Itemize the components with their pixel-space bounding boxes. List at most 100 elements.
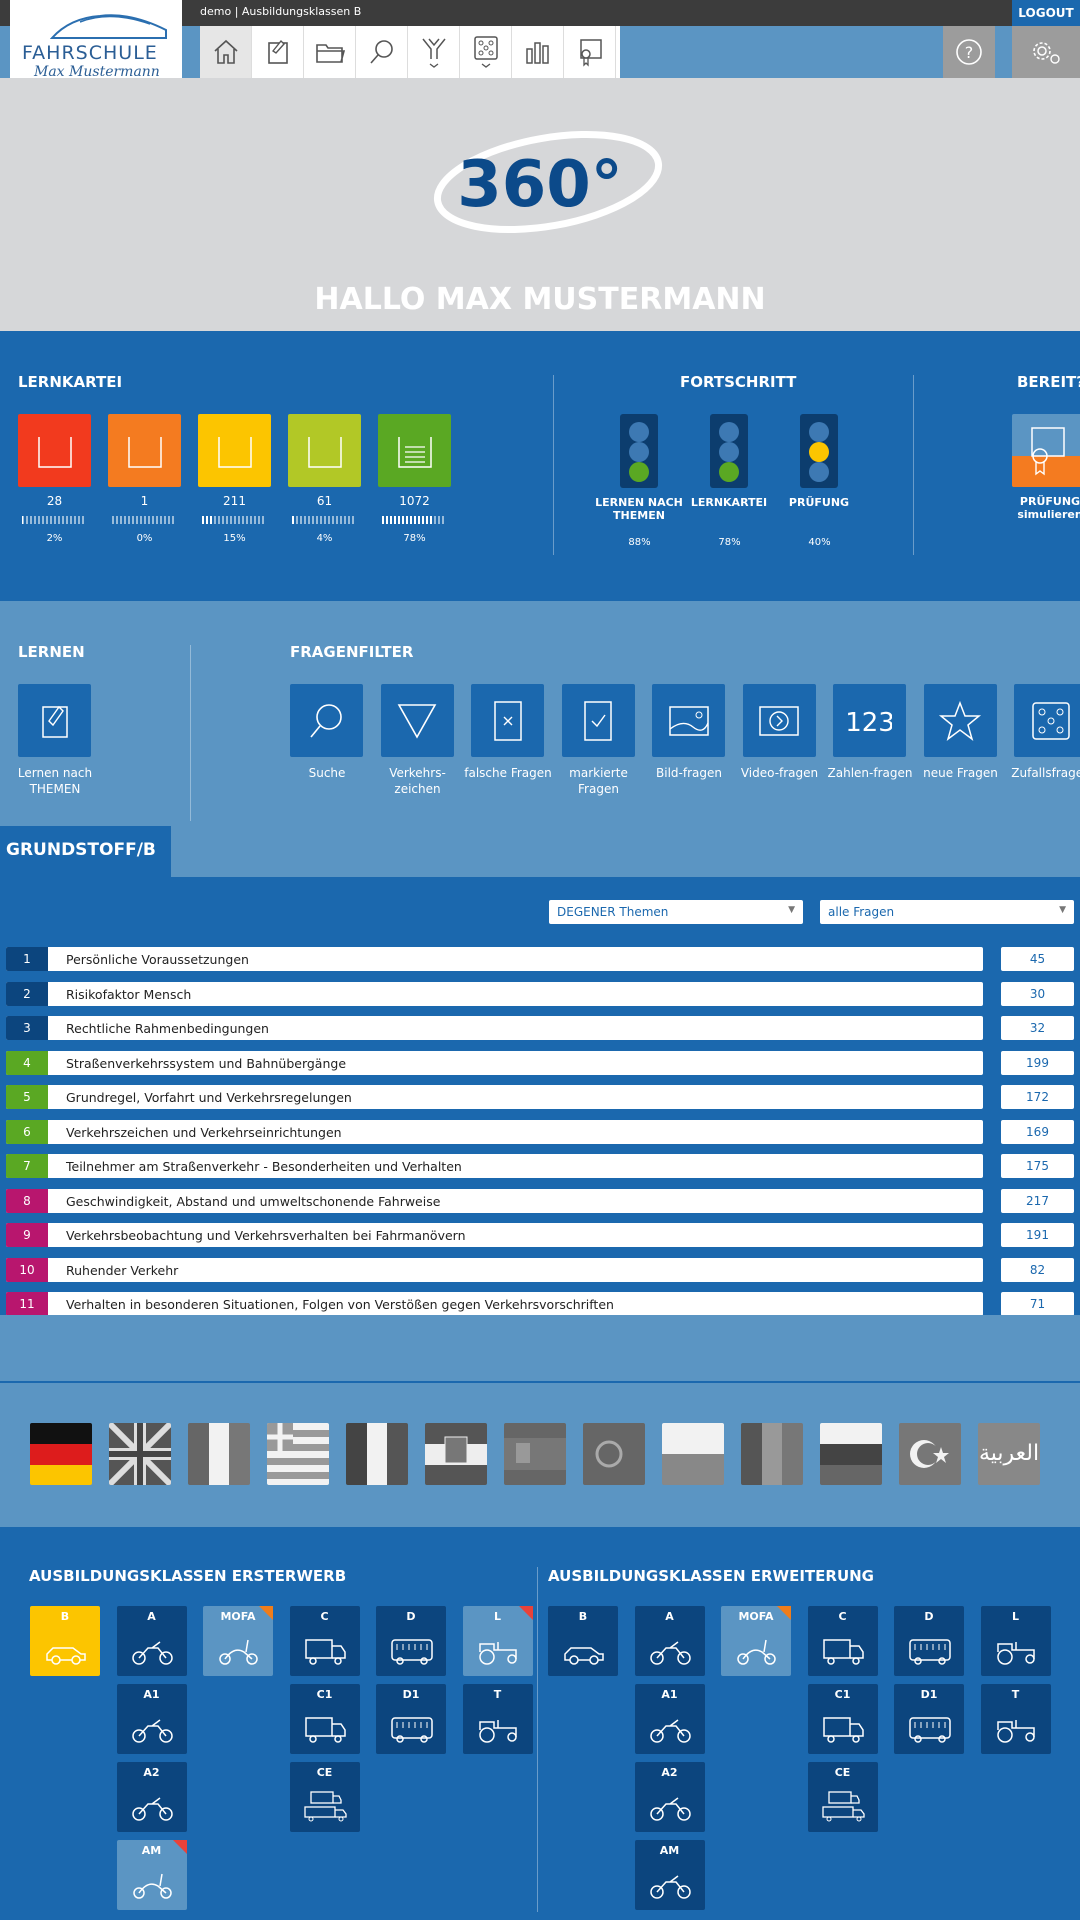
erweiterung-class-l[interactable]: L (980, 1606, 1051, 1676)
settings-button[interactable] (1012, 26, 1080, 78)
search-nav-button[interactable] (356, 26, 408, 78)
grundstoff-tab[interactable]: GRUNDSTOFF/B (0, 826, 171, 878)
romanian-flag[interactable] (741, 1423, 803, 1485)
topic-count[interactable]: 45 (1001, 947, 1074, 971)
topic-row[interactable]: 1 Persönliche Voraussetzungen (6, 947, 983, 971)
exam-nav-button[interactable] (564, 26, 616, 78)
progress-label: PRÜFUNG (788, 496, 850, 509)
russian-flag[interactable] (820, 1423, 882, 1485)
lernkartei-box[interactable] (108, 414, 181, 487)
erweiterung-class-am[interactable]: AM (634, 1840, 705, 1910)
erweiterung-class-t[interactable]: T (980, 1684, 1051, 1754)
ersterwerb-class-a2[interactable]: A2 (116, 1762, 187, 1832)
filter-button-5[interactable] (652, 684, 725, 757)
ersterwerb-class-c1[interactable]: C1 (289, 1684, 360, 1754)
erweiterung-class-b[interactable]: B (548, 1606, 618, 1676)
topic-count[interactable]: 82 (1001, 1257, 1074, 1282)
erweiterung-class-c1[interactable]: C1 (807, 1684, 878, 1754)
italian-flag[interactable] (188, 1423, 250, 1485)
lernkartei-box[interactable] (378, 414, 451, 487)
topic-count[interactable]: 191 (1001, 1223, 1074, 1247)
ersterwerb-class-t[interactable]: T (462, 1684, 533, 1754)
folder-nav-button[interactable] (304, 26, 356, 78)
topic-count[interactable]: 199 (1001, 1050, 1074, 1075)
french-flag[interactable] (346, 1423, 408, 1485)
logout-button[interactable]: LOGOUT (1012, 0, 1080, 26)
class-label: B (578, 1610, 588, 1623)
topic-row[interactable]: 10 Ruhender Verkehr (6, 1257, 983, 1282)
greek-flag[interactable] (267, 1423, 329, 1485)
topic-row[interactable]: 4 Straßenverkehrssystem und Bahnübergänge (6, 1050, 983, 1075)
lernkartei-box[interactable] (198, 414, 271, 487)
topic-row[interactable]: 3 Rechtliche Rahmenbedingungen (6, 1016, 983, 1040)
ersterwerb-class-a1[interactable]: A1 (116, 1684, 187, 1754)
moto-icon (649, 1719, 691, 1743)
simulate-exam-button[interactable] (1012, 414, 1080, 487)
erweiterung-class-ce[interactable]: CE (807, 1762, 878, 1832)
filter-button-6[interactable] (742, 684, 816, 757)
ersterwerb-class-b[interactable]: B (30, 1606, 100, 1676)
help-button[interactable]: ? (943, 26, 995, 78)
ersterwerb-class-mofa[interactable]: MOFA (203, 1606, 273, 1676)
lernkartei-box[interactable] (288, 414, 361, 487)
erweiterung-class-mofa[interactable]: MOFA (721, 1606, 791, 1676)
topic-row[interactable]: 9 Verkehrsbeobachtung und Verkehrsverhalt… (6, 1223, 983, 1247)
erweiterung-class-d[interactable]: D (894, 1606, 964, 1676)
ersterwerb-class-c[interactable]: C (289, 1606, 360, 1676)
filter-button-4[interactable] (561, 684, 635, 757)
question-filter-select[interactable]: alle Fragen ▼ (820, 900, 1074, 924)
ersterwerb-class-d[interactable]: D (376, 1606, 446, 1676)
scooter-icon (219, 1639, 258, 1665)
erweiterung-class-a[interactable]: A (634, 1606, 705, 1676)
topic-row[interactable]: 6 Verkehrszeichen und Verkehrseinrichtung… (6, 1119, 983, 1144)
turkish-flag[interactable] (899, 1423, 961, 1485)
home-nav-button[interactable] (200, 26, 252, 78)
spanish-flag[interactable] (504, 1423, 566, 1485)
erweiterung-class-a2[interactable]: A2 (634, 1762, 705, 1832)
topic-count[interactable]: 172 (1001, 1085, 1074, 1109)
filter-button-8[interactable] (923, 684, 997, 757)
learn-nav-button[interactable] (252, 26, 304, 78)
topic-row[interactable]: 2 Risikofaktor Mensch (6, 981, 983, 1006)
filter-button-7[interactable]: 123 (833, 684, 906, 757)
corner-marker (172, 1840, 187, 1854)
lernkartei-box[interactable] (18, 414, 91, 487)
topic-count[interactable]: 32 (1001, 1016, 1074, 1040)
learn-by-topic-button[interactable] (18, 684, 91, 757)
filter-button-2[interactable] (380, 684, 454, 757)
polish-flag[interactable] (662, 1423, 724, 1485)
topic-title: Verhalten in besonderen Situationen, Fol… (66, 1297, 614, 1312)
portuguese-flag[interactable] (583, 1423, 645, 1485)
topic-count[interactable]: 175 (1001, 1154, 1074, 1178)
filter-button-3[interactable] (471, 684, 544, 757)
english-flag[interactable] (109, 1423, 171, 1485)
topic-row[interactable]: 5 Grundregel, Vorfahrt und Verkehrsregelu… (6, 1085, 983, 1109)
stats-nav-button[interactable] (512, 26, 564, 78)
topic-count[interactable]: 71 (1001, 1292, 1074, 1316)
class-label: C (838, 1610, 847, 1623)
filter-button-9[interactable] (1014, 684, 1080, 757)
german-flag[interactable] (30, 1423, 92, 1485)
ersterwerb-class-a[interactable]: A (116, 1606, 187, 1676)
topic-count[interactable]: 169 (1001, 1119, 1074, 1144)
erweiterung-class-d1[interactable]: D1 (894, 1684, 964, 1754)
topic-row[interactable]: 8 Geschwindigkeit, Abstand und umweltscho… (6, 1188, 983, 1213)
ersterwerb-class-l[interactable]: L (462, 1606, 533, 1676)
ersterwerb-class-ce[interactable]: CE (289, 1762, 360, 1832)
topic-count[interactable]: 30 (1001, 981, 1074, 1006)
tractor-icon (996, 1720, 1035, 1743)
topic-row[interactable]: 11 Verhalten in besonderen Situationen, F… (6, 1292, 983, 1316)
erweiterung-class-c[interactable]: C (807, 1606, 878, 1676)
lernkartei-count: 1 (140, 494, 149, 508)
filter-button-1[interactable] (290, 684, 363, 757)
croatian-flag[interactable] (425, 1423, 487, 1485)
topic-source-select[interactable]: DEGENER Themen ▼ (549, 900, 803, 924)
erweiterung-class-a1[interactable]: A1 (634, 1684, 705, 1754)
arabic-flag[interactable]: العربية (978, 1423, 1040, 1485)
ersterwerb-class-d1[interactable]: D1 (376, 1684, 446, 1754)
random-nav-button[interactable] (460, 26, 512, 78)
ersterwerb-class-am[interactable]: AM (116, 1840, 187, 1910)
filter-nav-button[interactable] (408, 26, 460, 78)
topic-count[interactable]: 217 (1001, 1188, 1074, 1213)
topic-row[interactable]: 7 Teilnehmer am Straßenverkehr - Besonder… (6, 1154, 983, 1178)
